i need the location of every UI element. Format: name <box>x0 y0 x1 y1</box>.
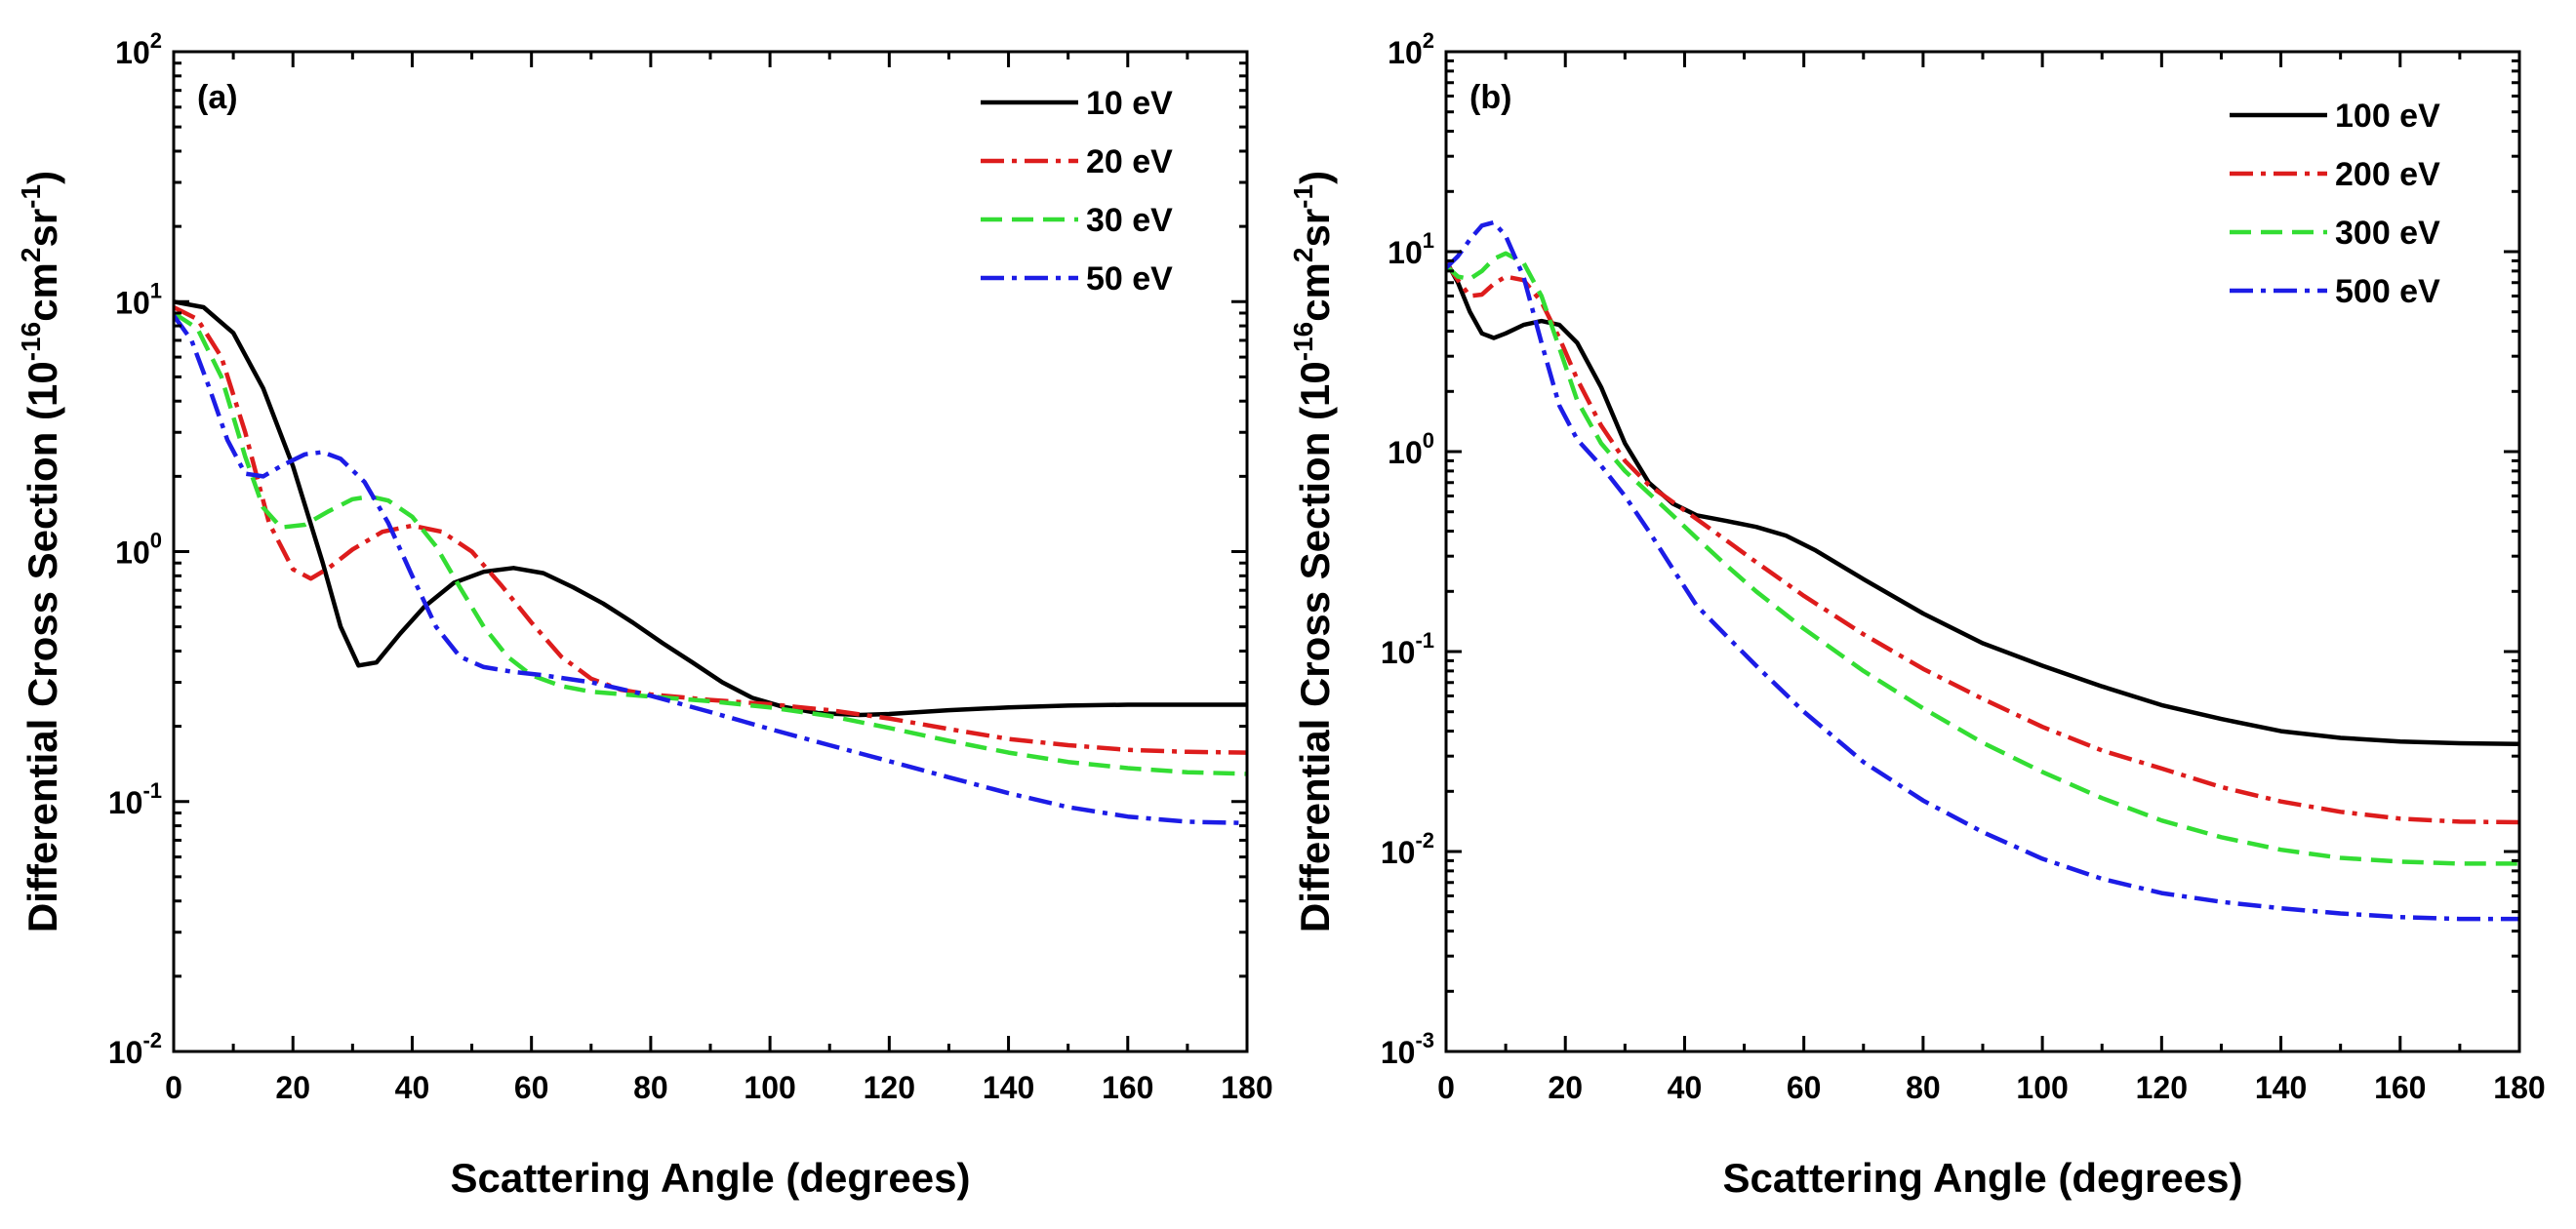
x-tick-label: 40 <box>395 1070 430 1105</box>
series-line-10-ev <box>174 299 1247 718</box>
x-tick-label: 100 <box>2016 1070 2068 1105</box>
series-line-300-ev <box>1446 251 2519 866</box>
y-axis-label: Differential Cross Section (10-16cm2sr-1… <box>16 171 65 932</box>
legend-label: 300 eV <box>2335 215 2440 252</box>
legend: 10 eV 20 eV 30 eV 50 eV <box>981 85 1173 297</box>
y-tick-label: 10-1 <box>1381 628 1434 670</box>
y-tick-label: 100 <box>115 529 162 571</box>
y-tick-label: 102 <box>115 28 162 70</box>
y-tick-label: 102 <box>1388 28 1434 70</box>
x-tick-label: 40 <box>1668 1070 1703 1105</box>
legend-label: 20 eV <box>1086 143 1173 180</box>
x-tick-label: 80 <box>1906 1070 1941 1105</box>
x-tick-label: 20 <box>275 1070 310 1105</box>
legend-label: 50 eV <box>1086 260 1173 297</box>
legend-label: 100 eV <box>2335 98 2440 135</box>
x-tick-label: 140 <box>2255 1070 2307 1105</box>
chart-panel-b: 0 20 40 60 80 100 120 140 160 180 10-3 10-2 10-1 100 1… <box>1288 28 2546 1201</box>
x-tick-label: 0 <box>1437 1070 1455 1105</box>
y-tick-label: 10-2 <box>108 1028 162 1070</box>
y-tick-label: 10-3 <box>1381 1028 1434 1070</box>
x-tick-label: 100 <box>744 1070 795 1105</box>
x-tick-label: 140 <box>983 1070 1034 1105</box>
legend-label: 30 eV <box>1086 202 1173 239</box>
x-tick-label: 0 <box>165 1070 182 1105</box>
panel-label: (a) <box>197 79 238 116</box>
x-tick-label: 120 <box>864 1070 915 1105</box>
series-line-30-ev <box>174 311 1247 776</box>
x-tick-label: 160 <box>1102 1070 1153 1105</box>
y-tick-label: 101 <box>1388 228 1434 270</box>
y-tick-label: 100 <box>1388 428 1434 470</box>
x-tick-label: 80 <box>633 1070 668 1105</box>
y-axis-label: Differential Cross Section (10-16cm2sr-1… <box>1288 171 1338 932</box>
x-axis-label: Scattering Angle (degrees) <box>451 1155 971 1201</box>
x-tick-label: 120 <box>2136 1070 2188 1105</box>
x-tick-label: 20 <box>1548 1070 1583 1105</box>
y-tick-label: 10-2 <box>1381 828 1434 870</box>
x-tick-label: 60 <box>1787 1070 1822 1105</box>
series-line-500-ev <box>1446 219 2519 922</box>
x-axis-label: Scattering Angle (degrees) <box>1723 1155 2243 1201</box>
y-tick-label: 101 <box>115 278 162 320</box>
legend: 100 eV 200 eV 300 eV 500 eV <box>2230 98 2440 310</box>
panel-label: (b) <box>1469 79 1511 116</box>
chart-panel-a: 0 20 40 60 80 100 120 140 160 180 10-2 10-1 100 101 10… <box>16 28 1273 1201</box>
x-tick-label: 180 <box>2493 1070 2545 1105</box>
y-tick-label: 10-1 <box>108 778 162 820</box>
legend-label: 200 eV <box>2335 156 2440 193</box>
x-tick-label: 60 <box>514 1070 549 1105</box>
x-tick-label: 180 <box>1221 1070 1272 1105</box>
plot-frame <box>1444 50 2521 1053</box>
legend-label: 500 eV <box>2335 273 2440 310</box>
x-tick-label: 160 <box>2374 1070 2426 1105</box>
series-line-20-ev <box>174 304 1247 755</box>
legend-label: 10 eV <box>1086 85 1173 122</box>
series-line-50-ev <box>174 314 1247 826</box>
series-line-100-ev <box>1446 259 2519 746</box>
